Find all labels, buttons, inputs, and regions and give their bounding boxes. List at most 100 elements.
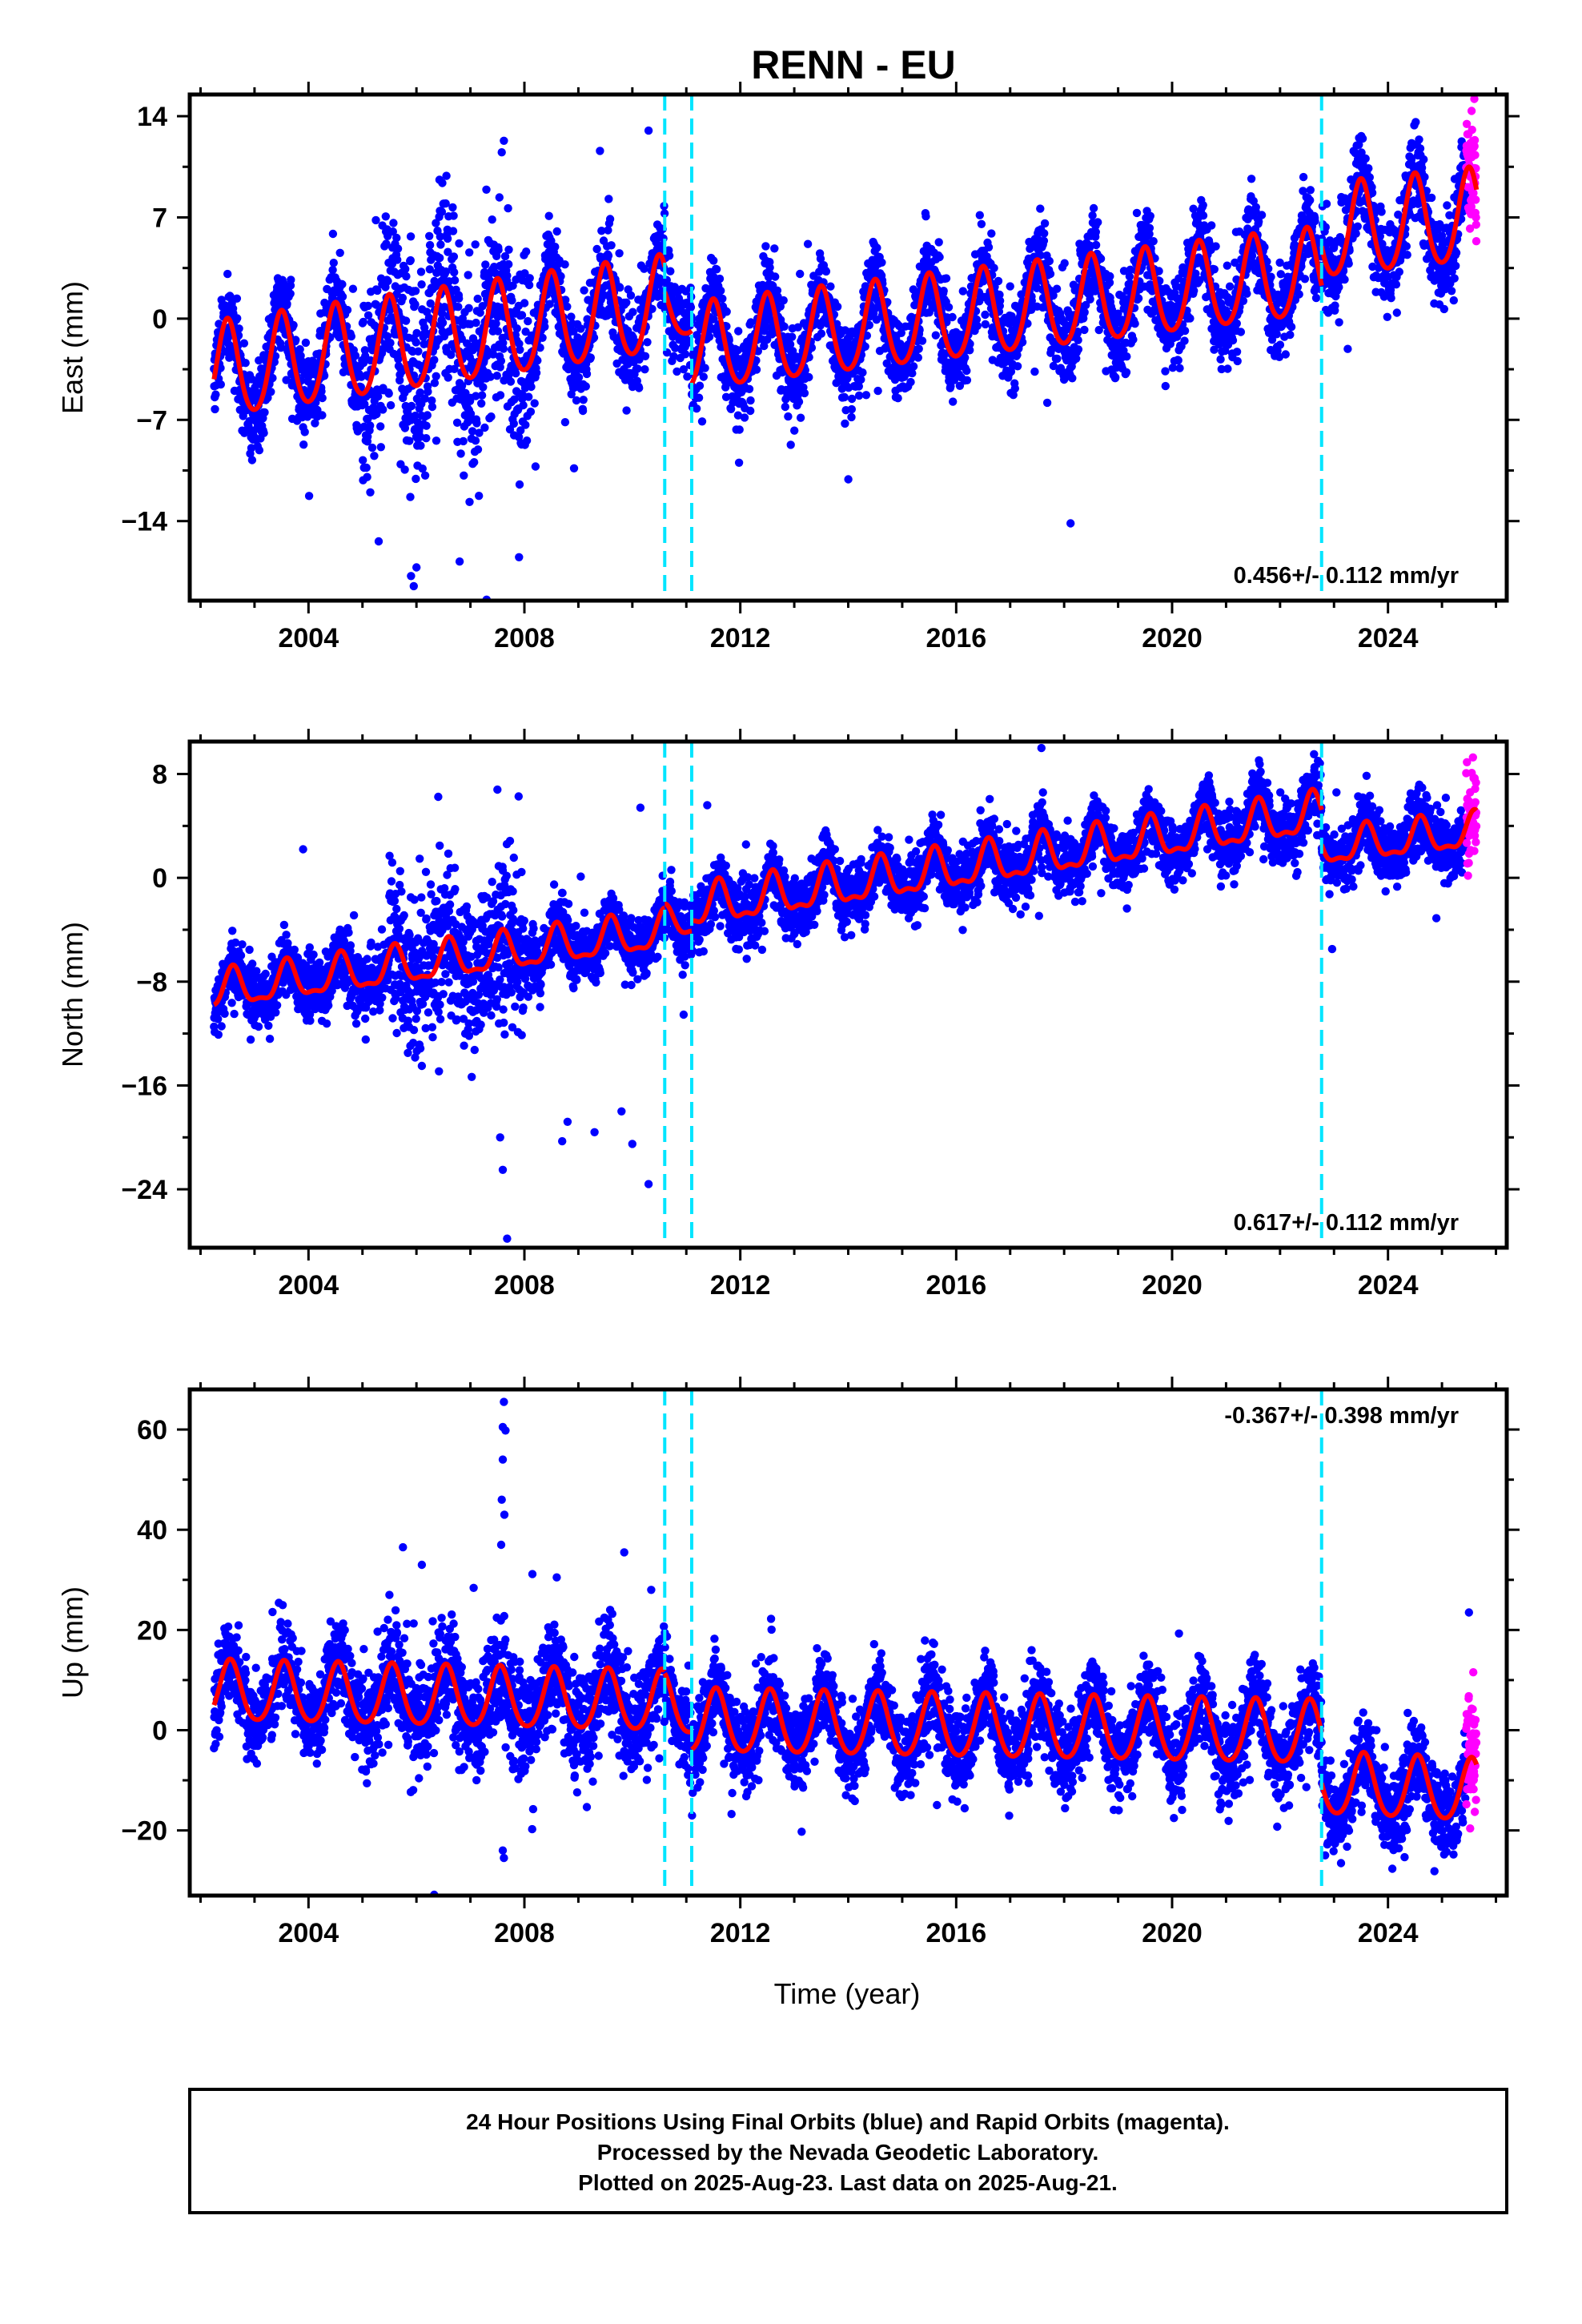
data-point bbox=[734, 458, 744, 467]
data-point bbox=[1060, 259, 1069, 267]
data-point bbox=[492, 319, 500, 328]
data-point bbox=[1207, 221, 1216, 230]
data-point bbox=[360, 346, 370, 355]
data-point bbox=[567, 312, 576, 321]
data-point bbox=[833, 302, 842, 312]
data-point bbox=[405, 436, 414, 445]
data-point bbox=[1066, 519, 1075, 528]
data-point bbox=[520, 299, 529, 308]
data-point bbox=[402, 271, 411, 281]
data-point bbox=[425, 231, 434, 240]
data-point bbox=[981, 310, 990, 320]
data-point bbox=[366, 488, 375, 497]
data-point bbox=[400, 465, 409, 474]
data-point bbox=[861, 342, 869, 351]
data-point bbox=[211, 404, 219, 414]
data-point bbox=[794, 397, 804, 406]
data-point bbox=[416, 267, 426, 276]
data-point bbox=[987, 229, 996, 238]
data-point bbox=[425, 240, 435, 250]
data-point bbox=[1233, 356, 1242, 366]
data-point bbox=[456, 449, 465, 458]
data-point bbox=[475, 492, 484, 501]
data-point bbox=[299, 440, 308, 449]
data-point bbox=[1364, 164, 1373, 173]
data-point bbox=[597, 227, 606, 235]
data-point bbox=[388, 227, 397, 236]
data-point bbox=[1251, 203, 1261, 211]
data-point bbox=[1040, 229, 1049, 238]
data-point bbox=[383, 332, 392, 341]
data-point bbox=[260, 408, 269, 417]
data-point bbox=[457, 381, 467, 390]
data-point bbox=[1074, 345, 1083, 354]
data-point bbox=[715, 274, 725, 283]
data-point bbox=[508, 296, 516, 305]
data-point bbox=[1223, 364, 1232, 373]
data-point bbox=[779, 296, 788, 305]
data-point bbox=[692, 404, 701, 413]
data-point bbox=[865, 320, 874, 330]
data-point bbox=[304, 492, 314, 501]
data-point bbox=[1403, 251, 1411, 259]
data-point bbox=[796, 413, 805, 422]
data-point bbox=[382, 239, 391, 248]
data-point bbox=[386, 400, 396, 410]
figure-title: RENN - EU bbox=[751, 42, 956, 87]
plot-area-east bbox=[210, 94, 1481, 601]
data-point bbox=[362, 463, 371, 472]
data-point bbox=[363, 311, 373, 320]
data-point bbox=[1216, 355, 1225, 364]
data-point bbox=[622, 406, 631, 415]
data-point bbox=[232, 294, 242, 303]
data-point bbox=[1039, 236, 1049, 245]
data-point bbox=[216, 380, 225, 389]
data-point bbox=[1199, 201, 1207, 210]
data-point bbox=[697, 417, 707, 426]
data-point bbox=[1228, 336, 1238, 345]
data-point bbox=[367, 390, 376, 399]
data-point bbox=[1088, 211, 1097, 220]
data-point bbox=[471, 436, 480, 445]
data-point bbox=[530, 399, 539, 408]
data-point bbox=[917, 336, 927, 345]
data-point bbox=[733, 411, 743, 420]
data-point bbox=[428, 396, 436, 405]
data-point bbox=[847, 404, 857, 414]
data-point bbox=[475, 428, 484, 437]
data-point bbox=[500, 251, 510, 261]
data-point bbox=[425, 265, 434, 274]
data-point bbox=[211, 390, 220, 399]
data-point bbox=[705, 332, 714, 341]
data-point bbox=[640, 352, 650, 360]
data-point bbox=[452, 418, 462, 427]
data-point bbox=[499, 344, 508, 353]
data-point bbox=[492, 372, 501, 380]
data-point bbox=[532, 368, 541, 377]
data-point bbox=[1042, 398, 1052, 408]
data-point bbox=[449, 211, 458, 220]
data-point bbox=[913, 353, 923, 362]
data-point bbox=[1052, 284, 1062, 293]
data-point bbox=[1351, 229, 1360, 238]
data-point bbox=[279, 279, 288, 288]
data-point bbox=[471, 240, 480, 249]
data-point bbox=[524, 316, 532, 326]
data-point bbox=[517, 311, 527, 320]
data-point bbox=[436, 240, 445, 249]
data-point bbox=[235, 324, 243, 333]
data-point bbox=[1094, 218, 1102, 227]
data-point bbox=[816, 254, 825, 263]
data-point bbox=[897, 328, 906, 337]
data-point bbox=[858, 368, 867, 377]
data-point bbox=[436, 232, 444, 241]
data-point bbox=[271, 352, 280, 360]
data-point bbox=[635, 384, 644, 392]
data-point bbox=[544, 211, 553, 220]
data-point bbox=[1045, 256, 1054, 266]
data-point bbox=[450, 275, 460, 285]
data-point bbox=[1306, 195, 1315, 205]
data-point bbox=[443, 234, 452, 243]
data-point bbox=[366, 421, 375, 430]
data-point bbox=[247, 456, 257, 464]
